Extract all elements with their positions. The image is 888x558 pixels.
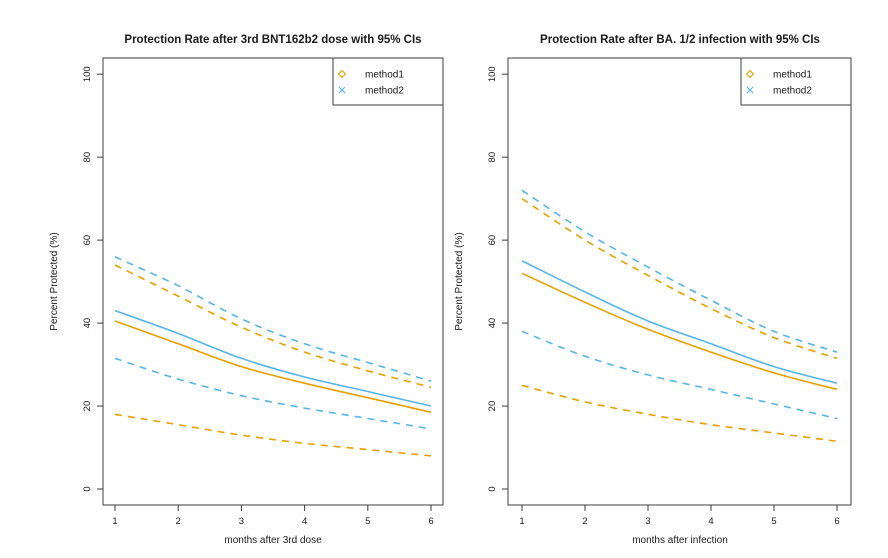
x-tick-label: 1 [519,516,524,527]
legend-label: method2 [365,86,404,97]
plot-bnt162b2-dose: Protection Rate after 3rd BNT162b2 dose … [0,0,444,553]
x-tick-label: 5 [365,516,370,527]
series-method2-ci-upper [521,189,838,353]
plot-box [102,57,444,506]
plot-box [507,57,852,506]
y-tick-label: 60 [487,235,498,246]
legend-x-icon [746,86,754,94]
series-method1-estimate [521,272,838,391]
legend-diamond-icon [337,69,347,79]
x-tick-label: 2 [582,516,587,527]
y-tick-label: 20 [487,401,498,412]
legend-label: method2 [773,86,812,97]
x-tick-label: 5 [771,516,776,527]
y-tick-label: 80 [82,152,93,163]
y-tick-label: 100 [487,66,498,82]
legend-x-icon [338,86,346,94]
series-method1-estimate [114,320,432,414]
x-tick-label: 3 [239,516,244,527]
chart-svg-bnt162b2: Protection Rate after 3rd BNT162b2 dose … [49,34,444,546]
chart-svg-ba12: Protection Rate after BA. 1/2 infection … [454,34,852,546]
chart-title: Protection Rate after 3rd BNT162b2 dose … [124,34,421,46]
legend-box [332,57,444,106]
y-tick-label: 0 [487,486,498,491]
x-axis-label: months after 3rd dose [224,535,322,546]
series-method2-ci-lower [114,357,432,430]
series-method2-estimate [521,260,838,384]
x-axis-label: months after infection [632,535,728,546]
x-tick-label: 6 [428,516,433,527]
x-tick-label: 1 [112,516,117,527]
y-tick-label: 40 [487,318,498,329]
series-method1-ci-lower [521,384,838,443]
x-tick-label: 2 [176,516,181,527]
legend-box [740,57,852,106]
y-tick-label: 80 [487,152,498,163]
series-method2-estimate [114,309,432,407]
series-method1-ci-upper [114,264,432,389]
x-tick-label: 4 [302,516,307,527]
series-method1-ci-upper [521,197,838,360]
series-method2-ci-lower [521,330,838,420]
legend-diamond-icon [745,69,755,79]
y-tick-label: 60 [82,235,93,246]
y-axis-label: Percent Protected (%) [49,232,60,330]
x-tick-label: 6 [834,516,839,527]
series-method2-ci-upper [114,255,432,382]
chart-title: Protection Rate after BA. 1/2 infection … [540,34,820,46]
y-tick-label: 40 [82,318,93,329]
y-tick-label: 100 [82,66,93,82]
series-method1-ci-lower [114,413,432,457]
y-tick-label: 20 [82,401,93,412]
plot-ba12-infection: Protection Rate after BA. 1/2 infection … [444,0,888,553]
x-tick-label: 4 [708,516,713,527]
x-tick-label: 3 [645,516,650,527]
y-tick-label: 0 [82,486,93,491]
legend-label: method1 [773,70,812,81]
y-axis-label: Percent Protected (%) [454,232,465,330]
legend-label: method1 [365,70,404,81]
